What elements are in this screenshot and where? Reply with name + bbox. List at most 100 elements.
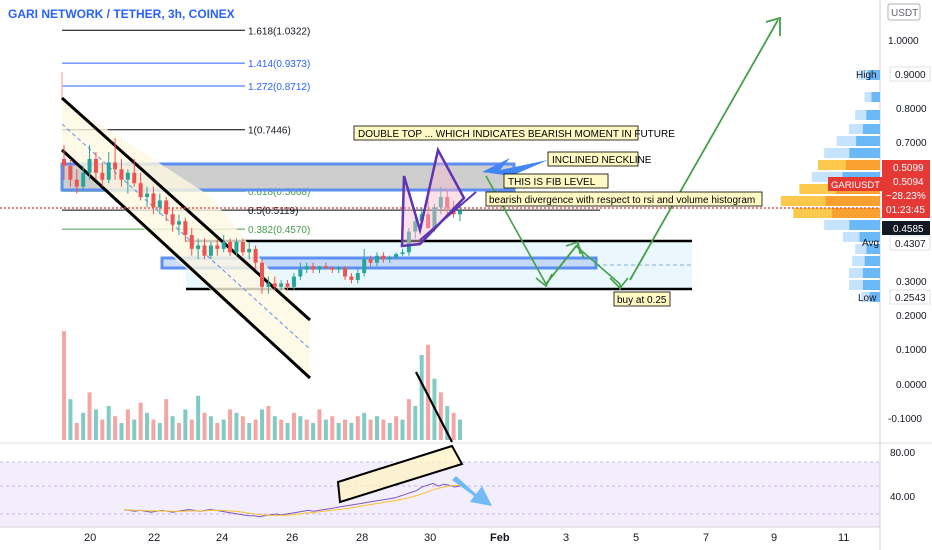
candle-body[interactable] bbox=[132, 172, 137, 184]
candle-body[interactable] bbox=[208, 245, 213, 256]
candle-body[interactable] bbox=[189, 235, 194, 249]
volume-bar bbox=[215, 423, 220, 440]
candle-body[interactable] bbox=[343, 267, 348, 277]
annotation-fib[interactable]: THIS IS FIB LEVEL bbox=[503, 173, 609, 189]
candle-body[interactable] bbox=[234, 241, 239, 253]
candle-body[interactable] bbox=[157, 200, 162, 208]
candle-body[interactable] bbox=[221, 241, 226, 249]
currency-badge[interactable] bbox=[887, 3, 921, 21]
volume-bar bbox=[157, 423, 162, 440]
candle-body[interactable] bbox=[215, 245, 220, 249]
candle-body[interactable] bbox=[304, 266, 309, 270]
candle-body[interactable] bbox=[266, 283, 271, 287]
candle-body[interactable] bbox=[298, 269, 303, 277]
time-tick: 24 bbox=[216, 532, 228, 544]
candle-body[interactable] bbox=[81, 172, 86, 187]
volume-bar bbox=[298, 416, 303, 440]
candle-body[interactable] bbox=[272, 283, 277, 287]
candle-body[interactable] bbox=[176, 221, 181, 225]
candle-body[interactable] bbox=[458, 210, 462, 215]
candle-body[interactable] bbox=[438, 197, 443, 208]
candle-body[interactable] bbox=[330, 267, 335, 270]
double-top-pattern[interactable] bbox=[400, 146, 466, 248]
projection-path-rally[interactable] bbox=[629, 19, 779, 281]
descending-channel-lower[interactable] bbox=[60, 148, 312, 380]
inclined-neckline[interactable] bbox=[419, 191, 477, 241]
candle-body[interactable] bbox=[196, 245, 201, 249]
volume-bar bbox=[138, 402, 143, 440]
candle-body[interactable] bbox=[368, 259, 373, 263]
candle-body[interactable] bbox=[247, 248, 252, 253]
candle-body[interactable] bbox=[119, 169, 124, 180]
volume-bar bbox=[240, 416, 245, 440]
candle-body[interactable] bbox=[349, 276, 354, 280]
annotation-divergence[interactable]: bearish divergence with respect to rsi a… bbox=[485, 191, 763, 207]
volume-profile-row-inner bbox=[859, 232, 880, 242]
volume-divergence-line[interactable] bbox=[415, 371, 453, 443]
candle-body[interactable] bbox=[355, 273, 360, 280]
chart-title: GARI NETWORK / TETHER, 3h, COINEX bbox=[8, 7, 235, 21]
volume-bar bbox=[336, 423, 341, 440]
annotation-buy[interactable]: buy at 0.25 bbox=[613, 291, 671, 307]
rally-arrowhead bbox=[765, 16, 781, 36]
volume-bar bbox=[394, 416, 399, 440]
candle-body[interactable] bbox=[228, 241, 233, 253]
candle-body[interactable] bbox=[145, 193, 150, 198]
candle-body[interactable] bbox=[164, 200, 169, 215]
time-tick: Feb bbox=[490, 532, 510, 544]
volume-bar bbox=[151, 419, 156, 440]
candle-body[interactable] bbox=[170, 214, 175, 225]
candle-body[interactable] bbox=[260, 262, 264, 287]
volume-profile-row-inner bbox=[862, 268, 880, 278]
price-tick: 0.0000 bbox=[896, 380, 927, 391]
candle-body[interactable] bbox=[100, 172, 105, 180]
candle-body[interactable] bbox=[285, 283, 290, 287]
price-axis[interactable]: USDT 1.0000 0.8000 0.7000 0.3000 0.2000 … bbox=[828, 3, 931, 503]
candle-body[interactable] bbox=[387, 257, 392, 260]
candle-body[interactable] bbox=[317, 266, 322, 270]
annotation-double-top[interactable]: DOUBLE TOP ... WHICH INDICATES BEARISH M… bbox=[353, 125, 675, 141]
annotation-neckline[interactable]: INCLINED NECKLINE bbox=[547, 151, 652, 167]
candle-body[interactable] bbox=[106, 162, 111, 180]
candle-body[interactable] bbox=[362, 259, 367, 274]
volume-bar bbox=[285, 423, 290, 440]
candle-body[interactable] bbox=[291, 276, 296, 287]
candle-body[interactable] bbox=[413, 221, 418, 232]
candle-body[interactable] bbox=[432, 207, 437, 229]
candle-body[interactable] bbox=[374, 255, 379, 263]
candle-body[interactable] bbox=[253, 248, 258, 263]
candle-body[interactable] bbox=[113, 162, 118, 170]
candle-body[interactable] bbox=[406, 231, 411, 253]
candle-body[interactable] bbox=[394, 254, 399, 258]
fib-level-label: 1(0.7446) bbox=[248, 126, 291, 137]
candle-body[interactable] bbox=[311, 266, 316, 270]
candle-body[interactable] bbox=[62, 158, 66, 166]
rsi-ma-line bbox=[123, 484, 461, 516]
candle-body[interactable] bbox=[74, 179, 79, 187]
candle-body[interactable] bbox=[68, 165, 73, 180]
candle-body[interactable] bbox=[426, 214, 431, 229]
candle-body[interactable] bbox=[279, 283, 284, 287]
volume-bar bbox=[311, 423, 316, 440]
volume-profile-row-inner bbox=[849, 220, 880, 230]
candle-body[interactable] bbox=[381, 255, 386, 260]
candle-body[interactable] bbox=[445, 197, 450, 208]
candle-body[interactable] bbox=[138, 183, 143, 198]
rsi-divergence-channel[interactable] bbox=[336, 444, 464, 504]
candle-body[interactable] bbox=[336, 267, 341, 270]
candle-body[interactable] bbox=[240, 241, 245, 253]
candle-body[interactable] bbox=[125, 172, 130, 180]
candle-body[interactable] bbox=[202, 245, 207, 256]
candle-body[interactable] bbox=[323, 266, 328, 268]
volume-bar bbox=[202, 412, 207, 440]
candle-body[interactable] bbox=[87, 158, 92, 173]
time-axis[interactable]: 20 22 24 26 28 30 Feb 3 5 7 9 11 bbox=[84, 532, 849, 544]
volume-bar bbox=[196, 395, 201, 440]
candle-body[interactable] bbox=[151, 193, 156, 208]
candle-body[interactable] bbox=[400, 252, 405, 255]
candle-body[interactable] bbox=[93, 158, 98, 173]
volume-bar bbox=[106, 406, 111, 440]
fib-level-label: 0.5(0.5119) bbox=[248, 206, 298, 217]
candle-body[interactable] bbox=[183, 221, 188, 236]
